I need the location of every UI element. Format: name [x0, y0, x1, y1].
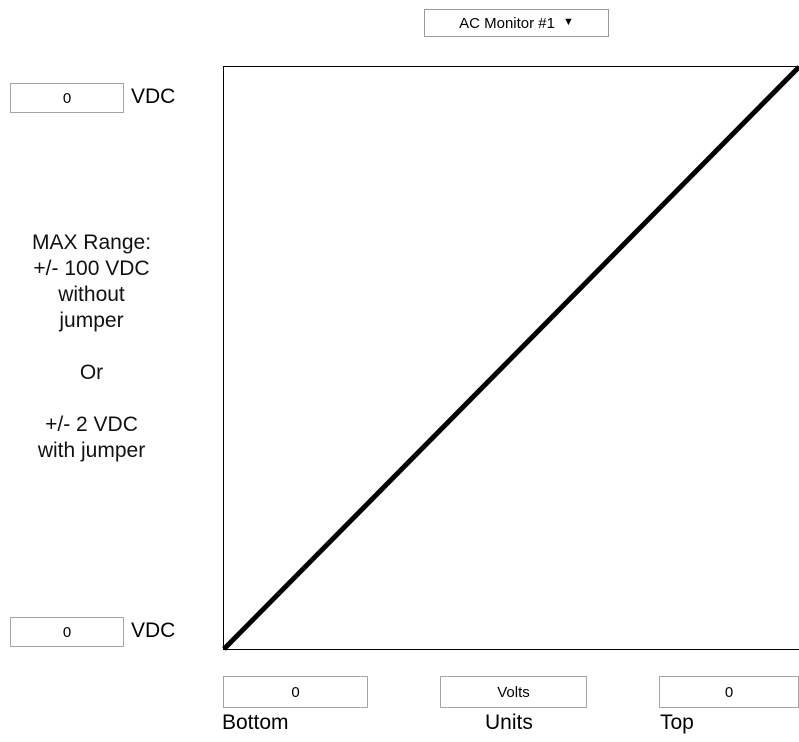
range-note-line-7: with jumper	[37, 439, 146, 462]
range-note-line-1: MAX Range:	[31, 231, 152, 254]
scaling-plot	[222, 65, 799, 651]
top-scale-value: 0	[724, 683, 734, 701]
monitor-select-value: AC Monitor #1	[459, 14, 555, 32]
bottom-vdc-input[interactable]: 0	[10, 617, 124, 647]
scaling-line	[222, 65, 799, 651]
range-note-line-4: jumper	[59, 309, 124, 332]
top-vdc-unit-label: VDC	[131, 85, 176, 108]
chevron-down-icon: ▼	[562, 16, 574, 28]
bottom-scale-input[interactable]: 0	[223, 676, 368, 708]
range-note-line-2: +/- 100 VDC	[33, 257, 150, 280]
range-note-spacer-1	[0, 334, 183, 360]
top-vdc-value: 0	[62, 89, 72, 107]
bottom-vdc-value: 0	[62, 623, 72, 641]
monitor-select[interactable]: AC Monitor #1 ▼	[424, 9, 609, 37]
units-value: Volts	[497, 683, 530, 701]
units-input[interactable]: Volts	[440, 676, 587, 708]
range-note-spacer-2	[0, 386, 183, 412]
range-note-line-5: Or	[79, 361, 104, 384]
bottom-scale-label: Bottom	[222, 711, 289, 734]
top-scale-label: Top	[660, 711, 694, 734]
max-range-note: MAX Range: +/- 100 VDC without jumper Or…	[0, 230, 183, 464]
bottom-vdc-unit-label: VDC	[131, 619, 176, 642]
bottom-scale-value: 0	[291, 683, 300, 701]
range-note-line-6: +/- 2 VDC	[45, 413, 138, 436]
top-scale-input[interactable]: 0	[659, 676, 799, 708]
range-note-line-3: without	[58, 283, 125, 306]
scaling-plot-svg	[222, 65, 799, 651]
top-vdc-input[interactable]: 0	[10, 83, 124, 113]
units-label: Units	[485, 711, 533, 734]
